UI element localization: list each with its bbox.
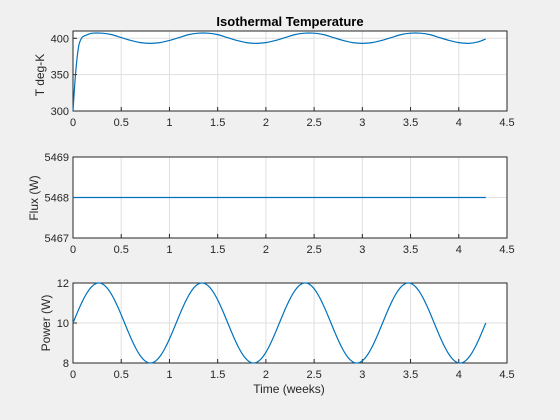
temperature-series-line	[72, 32, 486, 112]
temperature-x-tick-label: 2	[263, 117, 269, 129]
temperature-plot-area	[73, 31, 507, 111]
flux-x-tick-label: 2	[263, 244, 269, 256]
power-x-tick-label: 4.5	[499, 369, 514, 381]
temperature-x-tick-label: 4.5	[499, 117, 514, 129]
temperature-x-tick-label: 4	[456, 117, 462, 129]
flux-x-tick-label: 1	[166, 244, 172, 256]
power-series-line	[72, 282, 487, 364]
flux-x-tick-label: 3.5	[403, 244, 418, 256]
flux-x-tick-label: 0.5	[114, 244, 129, 256]
time-xlabel: Time (weeks)	[253, 382, 325, 396]
power-x-tick-label: 3	[359, 369, 365, 381]
power-y-tick-label: 8	[63, 358, 69, 370]
power-x-tick-label: 4	[456, 369, 462, 381]
flux-x-tick-label: 0	[70, 244, 76, 256]
power-x-tick-label: 0.5	[114, 369, 129, 381]
temperature-ylabel: T deg-K	[33, 54, 47, 96]
flux-x-tick-label: 2.5	[306, 244, 321, 256]
power-x-tick-label: 3.5	[403, 369, 418, 381]
flux-ylabel: Flux (W)	[27, 175, 41, 220]
temperature-axes-frame	[72, 30, 508, 112]
temperature-x-tick-label: 3	[359, 117, 365, 129]
temperature-x-tick-label: 0.5	[114, 117, 129, 129]
temperature-y-tick-label: 400	[51, 33, 69, 45]
flux-y-tick-label: 5468	[45, 193, 69, 205]
power-y-tick-label: 10	[57, 318, 69, 330]
temperature-y-tick-label: 300	[51, 106, 69, 118]
temperature-x-tick-label: 3.5	[403, 117, 418, 129]
power-x-tick-label: 2	[263, 369, 269, 381]
temperature-x-tick-label: 0	[70, 117, 76, 129]
power-axes: Power (W) Time (weeks) 0 0.5 1 1.5 2 2.5 3 3.5 4…	[39, 278, 515, 396]
temperature-y-tick-label: 350	[51, 70, 69, 82]
flux-x-tick-label: 1.5	[210, 244, 225, 256]
power-x-tick-label: 2.5	[306, 369, 321, 381]
power-x-tick-label: 0	[70, 369, 76, 381]
power-ylabel: Power (W)	[39, 295, 53, 352]
flux-axes: Flux (W) 0 0.5 1 1.5 2 2.5 3 3.5 4 4.5 5467 5468 546…	[27, 152, 515, 256]
temperature-axes: Isothermal Temperature T deg-K 0 0.5 1 1.5 2…	[33, 14, 515, 129]
power-x-tick-label: 1	[166, 369, 172, 381]
temperature-title: Isothermal Temperature	[216, 14, 363, 29]
flux-y-tick-label: 5467	[45, 233, 69, 245]
flux-y-tick-label: 5469	[45, 152, 69, 164]
flux-x-tick-label: 3	[359, 244, 365, 256]
power-y-tick-label: 12	[57, 278, 69, 290]
power-x-tick-label: 1.5	[210, 369, 225, 381]
flux-x-tick-label: 4.5	[499, 244, 514, 256]
flux-x-tick-label: 4	[456, 244, 462, 256]
temperature-x-tick-label: 1.5	[210, 117, 225, 129]
temperature-x-tick-label: 2.5	[306, 117, 321, 129]
temperature-x-tick-label: 1	[166, 117, 172, 129]
